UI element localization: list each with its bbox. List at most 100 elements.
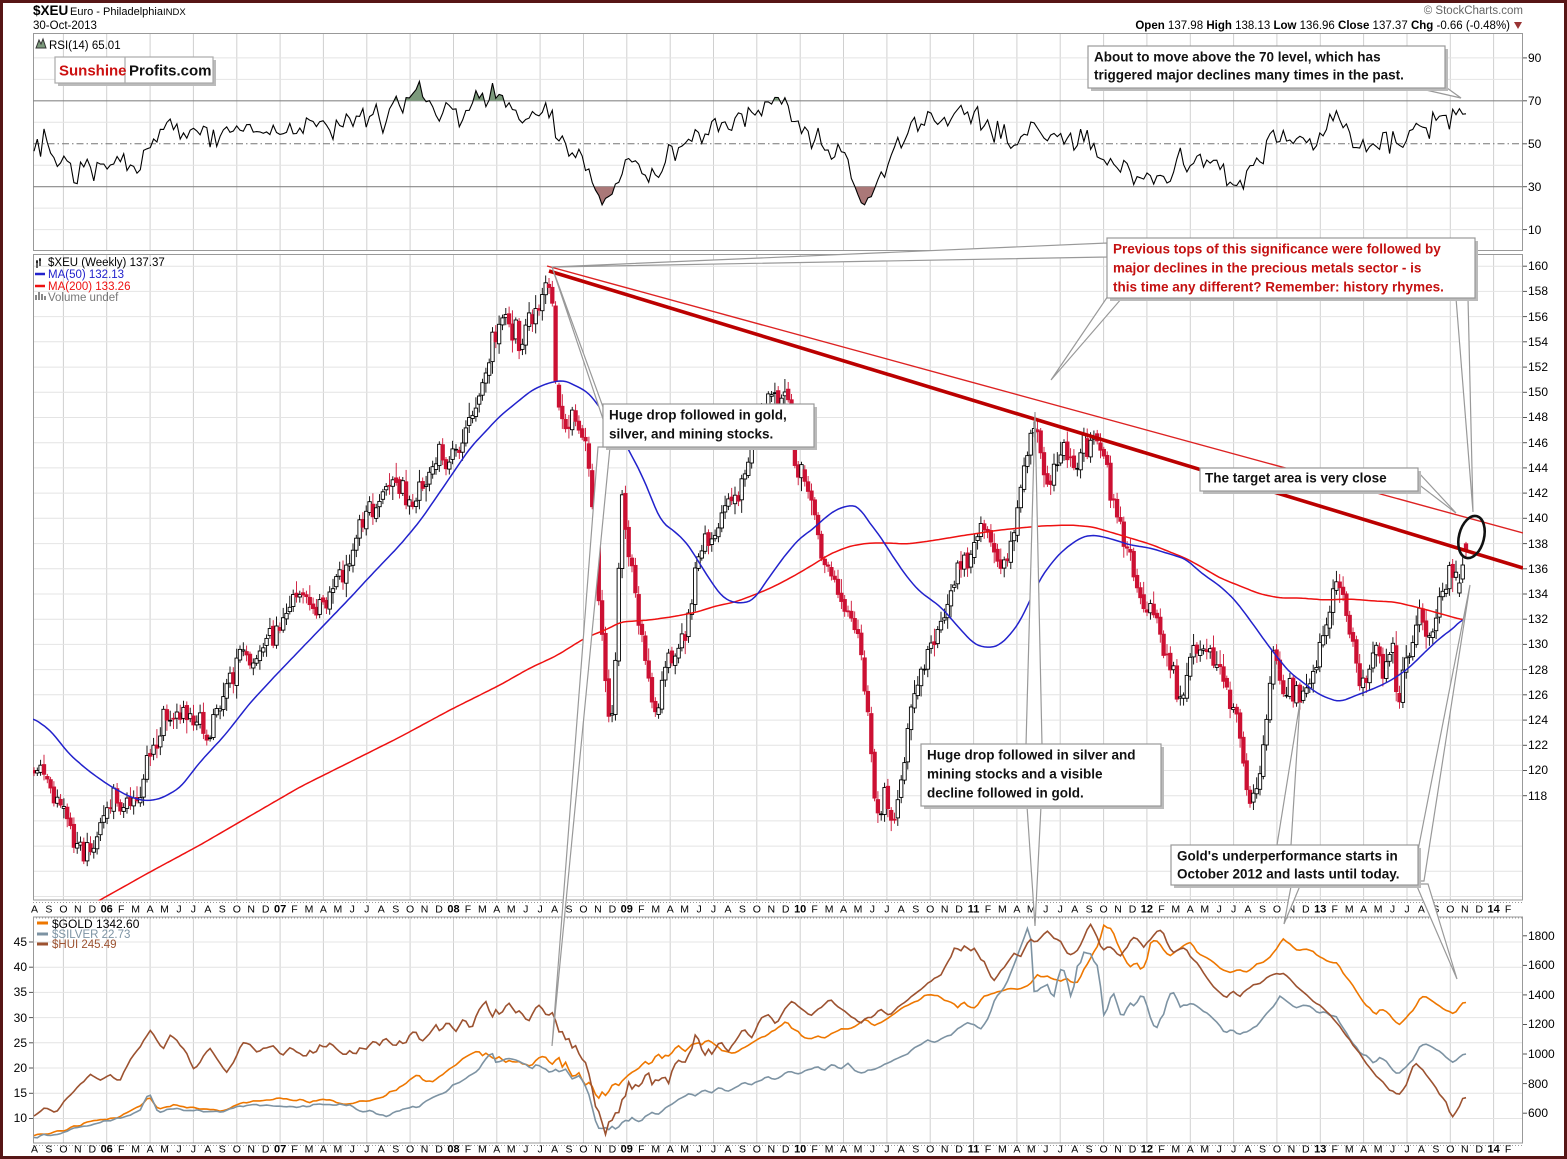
svg-text:M: M: [1200, 1144, 1209, 1156]
svg-text:J: J: [523, 1144, 528, 1156]
svg-text:A: A: [1418, 904, 1425, 916]
svg-text:O: O: [1446, 1144, 1454, 1156]
svg-text:N: N: [1461, 904, 1469, 916]
svg-text:A: A: [147, 1144, 154, 1156]
svg-text:N: N: [768, 904, 776, 916]
svg-text:13: 13: [1314, 904, 1326, 916]
svg-text:20: 20: [14, 1061, 28, 1075]
svg-text:D: D: [1302, 1144, 1310, 1156]
svg-text:J: J: [1231, 904, 1236, 916]
svg-text:15: 15: [14, 1086, 28, 1100]
svg-text:D: D: [609, 1144, 617, 1156]
svg-text:J: J: [1390, 904, 1395, 916]
svg-text:M: M: [854, 1144, 863, 1156]
svg-text:N: N: [1114, 904, 1122, 916]
svg-text:A: A: [204, 1144, 211, 1156]
svg-text:S: S: [1086, 1144, 1093, 1156]
svg-text:A: A: [493, 1144, 500, 1156]
svg-text:mining stocks and a visible: mining stocks and a visible: [927, 767, 1103, 782]
svg-text:M: M: [334, 1144, 343, 1156]
svg-text:O: O: [926, 904, 934, 916]
svg-text:120: 120: [1528, 763, 1548, 777]
svg-text:M: M: [507, 904, 516, 916]
svg-text:N: N: [594, 1144, 602, 1156]
svg-text:October 2012 and lasts until t: October 2012 and lasts until today.: [1177, 867, 1400, 882]
svg-text:A: A: [1187, 1144, 1194, 1156]
svg-text:A: A: [1187, 904, 1194, 916]
svg-text:O: O: [233, 1144, 241, 1156]
svg-text:F: F: [465, 1144, 471, 1156]
svg-text:12: 12: [1141, 904, 1153, 916]
svg-text:M: M: [1374, 1144, 1383, 1156]
svg-text:O: O: [406, 904, 414, 916]
svg-text:A: A: [667, 1144, 674, 1156]
svg-text:A: A: [1013, 904, 1020, 916]
svg-text:S: S: [912, 904, 919, 916]
svg-text:J: J: [523, 904, 528, 916]
svg-text:J: J: [1404, 904, 1409, 916]
svg-text:142: 142: [1528, 486, 1548, 500]
svg-text:N: N: [941, 904, 949, 916]
svg-text:A: A: [1360, 1144, 1367, 1156]
svg-text:S: S: [45, 1144, 52, 1156]
svg-text:D: D: [1475, 904, 1483, 916]
svg-text:F: F: [1505, 904, 1511, 916]
svg-text:800: 800: [1528, 1077, 1548, 1091]
svg-text:S: S: [565, 1144, 572, 1156]
svg-text:O: O: [926, 1144, 934, 1156]
svg-text:Gold's underperformance starts: Gold's underperformance starts in: [1177, 849, 1398, 864]
svg-text:M: M: [1345, 1144, 1354, 1156]
svg-text:J: J: [191, 904, 196, 916]
svg-text:M: M: [478, 904, 487, 916]
svg-text:O: O: [59, 904, 67, 916]
svg-text:triggered major declines many: triggered major declines many times in t…: [1094, 68, 1404, 83]
svg-text:1200: 1200: [1528, 1017, 1555, 1031]
svg-text:J: J: [870, 904, 875, 916]
svg-text:F: F: [1331, 904, 1337, 916]
svg-text:S: S: [219, 904, 226, 916]
svg-text:S: S: [1259, 904, 1266, 916]
svg-text:A: A: [1244, 904, 1251, 916]
svg-text:35: 35: [14, 985, 28, 999]
svg-text:25: 25: [14, 1036, 28, 1050]
svg-text:Open 137.98 High 138.13 Low 13: Open 137.98 High 138.13 Low 136.96 Close…: [1135, 20, 1510, 32]
svg-text:Sunshine: Sunshine: [59, 63, 127, 80]
svg-text:M: M: [1027, 904, 1036, 916]
svg-text:J: J: [191, 1144, 196, 1156]
svg-text:06: 06: [101, 1144, 113, 1156]
svg-text:O: O: [1100, 1144, 1108, 1156]
svg-text:132: 132: [1528, 612, 1548, 626]
svg-text:O: O: [406, 1144, 414, 1156]
svg-text:The target area is very close: The target area is very close: [1205, 471, 1387, 486]
svg-text:O: O: [1100, 904, 1108, 916]
svg-text:O: O: [1273, 1144, 1281, 1156]
svg-text:45: 45: [14, 935, 28, 949]
svg-text:O: O: [753, 904, 761, 916]
svg-text:140: 140: [1528, 511, 1548, 525]
svg-text:A: A: [1071, 1144, 1078, 1156]
svg-text:J: J: [537, 904, 542, 916]
svg-text:J: J: [537, 1144, 542, 1156]
svg-text:156: 156: [1528, 310, 1548, 324]
svg-text:D: D: [955, 904, 963, 916]
svg-text:50: 50: [1528, 137, 1542, 151]
svg-text:M: M: [507, 1144, 516, 1156]
svg-text:S: S: [912, 1144, 919, 1156]
svg-text:F: F: [291, 1144, 297, 1156]
svg-text:A: A: [1071, 904, 1078, 916]
svg-text:N: N: [1461, 1144, 1469, 1156]
svg-text:F: F: [1505, 1144, 1511, 1156]
svg-text:A: A: [1244, 1144, 1251, 1156]
svg-text:1000: 1000: [1528, 1047, 1555, 1061]
svg-text:M: M: [998, 1144, 1007, 1156]
svg-text:Huge drop followed in silver a: Huge drop followed in silver and: [927, 748, 1136, 763]
svg-text:09: 09: [621, 904, 633, 916]
svg-text:RSI(14) 65.01: RSI(14) 65.01: [49, 40, 121, 52]
svg-text:A: A: [320, 1144, 327, 1156]
svg-text:30: 30: [1528, 180, 1542, 194]
svg-text:136: 136: [1528, 562, 1548, 576]
svg-text:D: D: [1302, 904, 1310, 916]
svg-text:124: 124: [1528, 713, 1548, 727]
svg-text:J: J: [696, 1144, 701, 1156]
svg-text:08: 08: [447, 904, 459, 916]
